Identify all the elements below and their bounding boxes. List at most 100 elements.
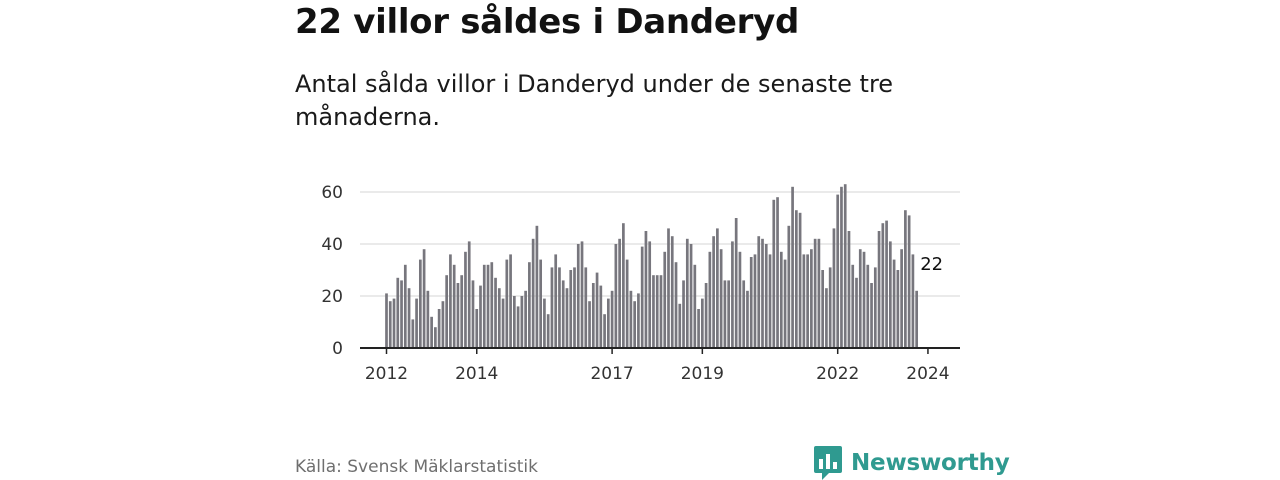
- bar: [437, 309, 441, 348]
- bar: [584, 267, 588, 348]
- bar: [667, 228, 670, 348]
- bar: [791, 186, 794, 348]
- bar: [524, 290, 527, 348]
- bar: [543, 298, 546, 348]
- bar: [776, 197, 779, 348]
- bar: [779, 251, 783, 348]
- y-tick-label-60: 60: [321, 183, 343, 203]
- bar: [392, 298, 396, 348]
- bar: [479, 285, 482, 348]
- bar: [460, 275, 464, 348]
- bar: [813, 238, 817, 348]
- bar: [821, 270, 825, 348]
- x-tick-label-2022: 2022: [816, 364, 859, 384]
- bar: [836, 194, 840, 348]
- x-tick-label-2017: 2017: [590, 364, 633, 384]
- bar: [881, 223, 885, 348]
- bar: [810, 249, 813, 348]
- bar: [832, 228, 836, 348]
- bar: [486, 264, 490, 348]
- bar: [892, 259, 896, 348]
- bar: [558, 267, 561, 348]
- bar: [637, 293, 640, 348]
- bar: [606, 298, 610, 348]
- bar: [501, 298, 505, 348]
- bar: [550, 267, 554, 348]
- brand-logo[interactable]: Newsworthy: [814, 446, 1010, 480]
- bar: [768, 254, 772, 348]
- bar: [847, 231, 851, 348]
- bar: [825, 288, 828, 348]
- bar: [727, 280, 731, 348]
- bar: [885, 220, 888, 348]
- bar: [464, 251, 467, 348]
- bar: [535, 225, 539, 348]
- bar: [655, 275, 659, 348]
- bar: [441, 301, 445, 348]
- bar: [896, 270, 900, 348]
- bar: [434, 327, 437, 348]
- bar: [858, 249, 862, 348]
- bar: [772, 199, 776, 348]
- bar: [674, 262, 678, 348]
- bar: [708, 251, 712, 348]
- bar: [855, 277, 858, 348]
- bar: [512, 296, 516, 348]
- bar: [716, 228, 719, 348]
- bar: [648, 241, 652, 348]
- bar: [554, 254, 558, 348]
- bar: [806, 254, 809, 348]
- bar: [569, 270, 573, 348]
- bar: [531, 238, 535, 348]
- bar: [546, 314, 550, 348]
- bar: [497, 288, 501, 348]
- bar: [652, 275, 655, 348]
- bar: [411, 319, 415, 348]
- bar: [712, 236, 715, 348]
- bar: [388, 301, 392, 348]
- bar: [851, 264, 855, 348]
- bar: [467, 241, 471, 348]
- bar: [618, 238, 621, 348]
- bar: [911, 254, 915, 348]
- bar: [629, 290, 633, 348]
- bar: [764, 244, 768, 348]
- bar: [396, 277, 400, 348]
- bar: [693, 264, 697, 348]
- bar: [900, 249, 903, 348]
- bar: [659, 275, 663, 348]
- bar: [449, 254, 452, 348]
- bar: [490, 262, 494, 348]
- bar: [509, 254, 512, 348]
- bar: [888, 241, 892, 348]
- brand-name: Newsworthy: [851, 450, 1010, 476]
- bar: [787, 225, 791, 348]
- bar: [456, 283, 460, 348]
- bar: [873, 267, 877, 348]
- bar: [877, 231, 881, 348]
- bar: [870, 283, 873, 348]
- bar: [719, 249, 723, 348]
- bar: [753, 254, 757, 348]
- bar: [817, 238, 821, 348]
- bar: [663, 251, 667, 348]
- bar: [452, 264, 456, 348]
- bar: [588, 301, 591, 348]
- bar: [625, 259, 629, 348]
- bar: [723, 280, 727, 348]
- x-axis: [360, 347, 960, 354]
- x-axis-labels: 2012 2014 2017 2019 2022 2024: [365, 364, 950, 384]
- bar: [738, 251, 742, 348]
- bar: [516, 306, 520, 348]
- bar: [798, 212, 802, 348]
- bar: [494, 277, 497, 348]
- bar: [757, 236, 761, 348]
- bar: [697, 309, 700, 348]
- bar: [700, 298, 704, 348]
- bar: [734, 218, 738, 348]
- bar: [644, 231, 648, 348]
- chart-subtitle: Antal sålda villor i Danderyd under de s…: [295, 70, 894, 131]
- bar: [633, 301, 637, 348]
- bar: [640, 246, 644, 348]
- bar: [475, 309, 479, 348]
